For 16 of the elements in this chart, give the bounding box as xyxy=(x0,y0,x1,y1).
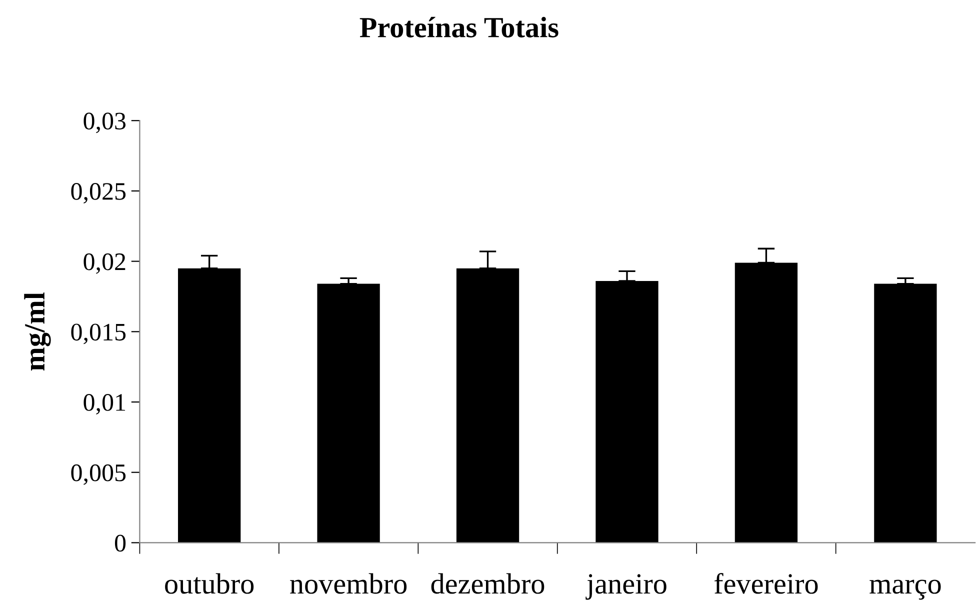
y-tick-label: 0,01 xyxy=(84,394,126,415)
x-tick-label: novembro xyxy=(290,573,407,594)
y-tick-label: 0,03 xyxy=(84,112,126,134)
bar xyxy=(596,281,658,543)
x-tick-label: janeiro xyxy=(586,574,666,600)
x-tick-label: dezembro xyxy=(431,573,544,594)
y-axis-title: mg/ml xyxy=(24,292,51,371)
y-tick-label: 0,005 xyxy=(71,464,126,485)
x-tick-label: março xyxy=(870,580,941,600)
x-tick-label: outubro xyxy=(165,573,254,594)
y-tick-label: 0,015 xyxy=(71,324,126,344)
chart-title: Proteínas Totais xyxy=(360,16,558,38)
x-tick-label: fevereiro xyxy=(714,572,818,594)
y-tick-label: 0,025 xyxy=(71,183,126,204)
y-tick-label: 0 xyxy=(114,534,126,552)
y-tick-label: 0,02 xyxy=(84,253,126,274)
